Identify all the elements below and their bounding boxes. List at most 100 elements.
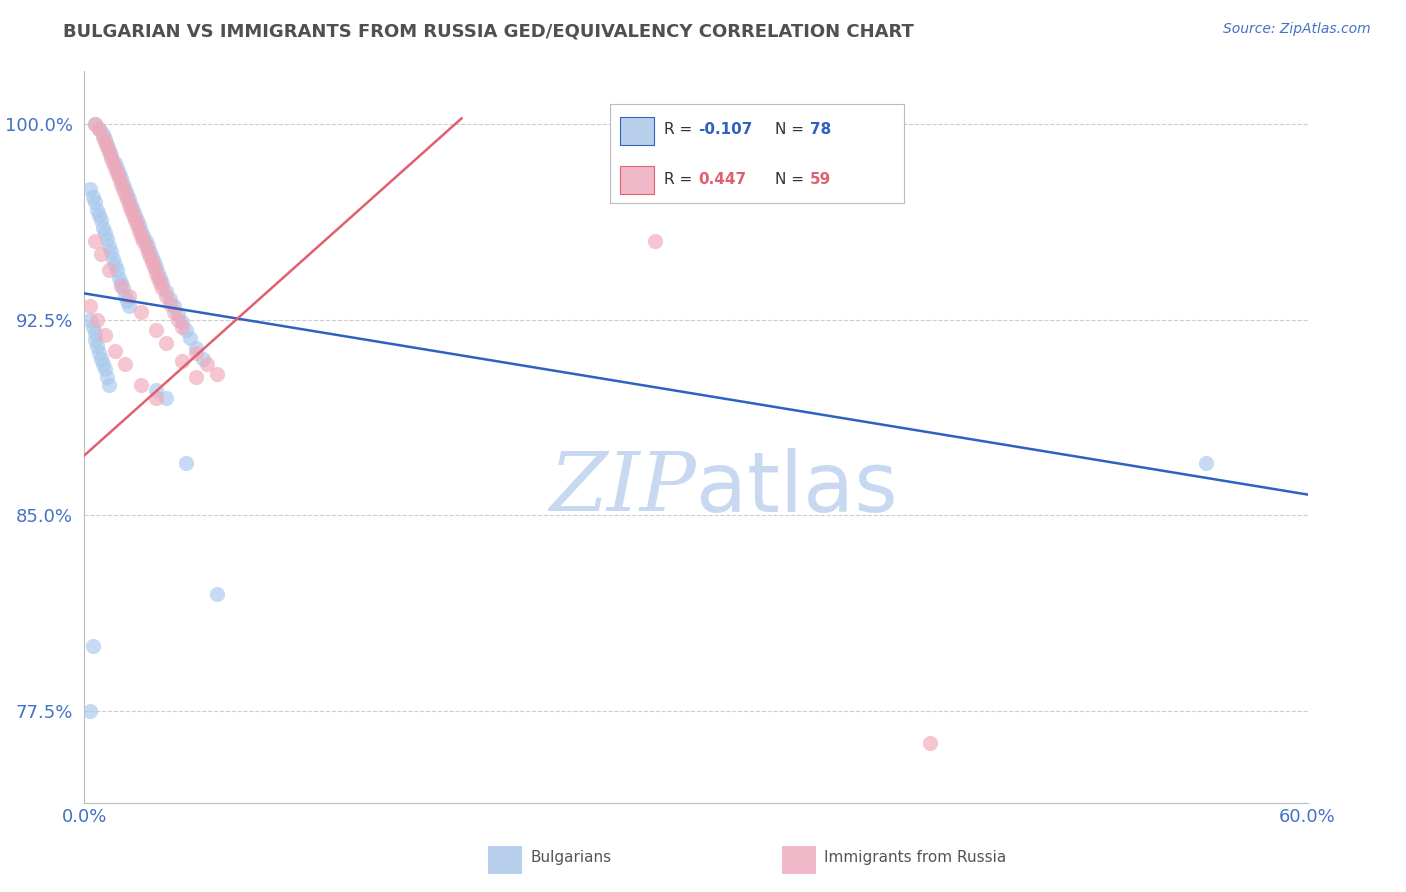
Point [83,194,105,209]
Point [142,255,165,269]
Point [174,323,197,337]
Point [79,312,101,326]
Text: R =: R = [664,122,697,137]
Point [114,187,136,202]
Text: -0.107: -0.107 [699,122,752,137]
Point [145,266,167,280]
Point [87,346,110,360]
Point [172,315,194,329]
Point [97,263,120,277]
Point [82,320,104,334]
Point [97,239,120,253]
Point [127,213,149,227]
Point [91,357,114,371]
Point [163,304,186,318]
Point [90,213,112,227]
Point [115,193,138,207]
Point [132,229,155,244]
Point [83,117,105,131]
Point [82,190,104,204]
FancyBboxPatch shape [620,167,654,194]
Point [86,312,108,326]
Point [108,166,131,180]
Point [128,219,150,233]
Point [172,320,194,334]
Point [122,208,145,222]
Point [110,276,132,290]
Point [90,247,112,261]
Point [96,137,118,152]
Point [86,339,108,353]
FancyBboxPatch shape [782,846,815,874]
Point [146,270,169,285]
Point [96,140,118,154]
Point [149,276,172,290]
Point [112,281,135,295]
Point [79,300,101,314]
Point [86,202,108,217]
Point [167,312,190,326]
Point [83,326,105,340]
Point [96,231,118,245]
Point [100,244,122,259]
Text: ZIP: ZIP [550,449,696,528]
Text: 0.447: 0.447 [699,172,747,187]
Point [186,341,208,355]
Point [115,187,138,202]
Point [87,208,110,222]
Point [136,239,159,253]
Point [118,300,141,314]
Point [105,166,128,180]
Point [93,132,115,146]
Point [138,244,160,259]
Point [100,148,122,162]
Point [172,354,194,368]
Point [104,343,127,358]
Point [112,182,135,196]
Point [145,323,167,337]
Text: N =: N = [776,122,810,137]
Text: 59: 59 [810,172,831,187]
Point [93,135,115,149]
Point [131,229,153,244]
Point [79,705,101,719]
Point [104,155,127,169]
Point [118,193,141,207]
Point [105,161,128,175]
Point [186,370,208,384]
Point [91,221,114,235]
Point [101,252,124,267]
Text: BULGARIAN VS IMMIGRANTS FROM RUSSIA GED/EQUIVALENCY CORRELATION CHART: BULGARIAN VS IMMIGRANTS FROM RUSSIA GED/… [63,22,914,40]
Point [191,351,214,366]
Point [101,155,124,169]
Text: N =: N = [776,172,810,187]
Point [93,362,115,376]
Point [146,266,169,280]
Point [112,177,135,191]
FancyBboxPatch shape [610,104,904,203]
Point [155,284,177,298]
Point [83,117,105,131]
Point [155,336,177,351]
Point [141,250,163,264]
Point [124,208,146,222]
Point [205,368,228,382]
Point [135,239,157,253]
Point [150,281,173,295]
Point [120,202,142,217]
Point [110,177,132,191]
Point [114,182,136,196]
Point [96,370,118,384]
Point [145,391,167,405]
Point [104,258,127,272]
Point [114,357,136,371]
Point [179,331,201,345]
Point [132,234,155,248]
Point [108,171,131,186]
Point [167,307,190,321]
Point [97,143,120,157]
Point [90,351,112,366]
Point [91,129,114,144]
Point [163,300,186,314]
Point [87,121,110,136]
